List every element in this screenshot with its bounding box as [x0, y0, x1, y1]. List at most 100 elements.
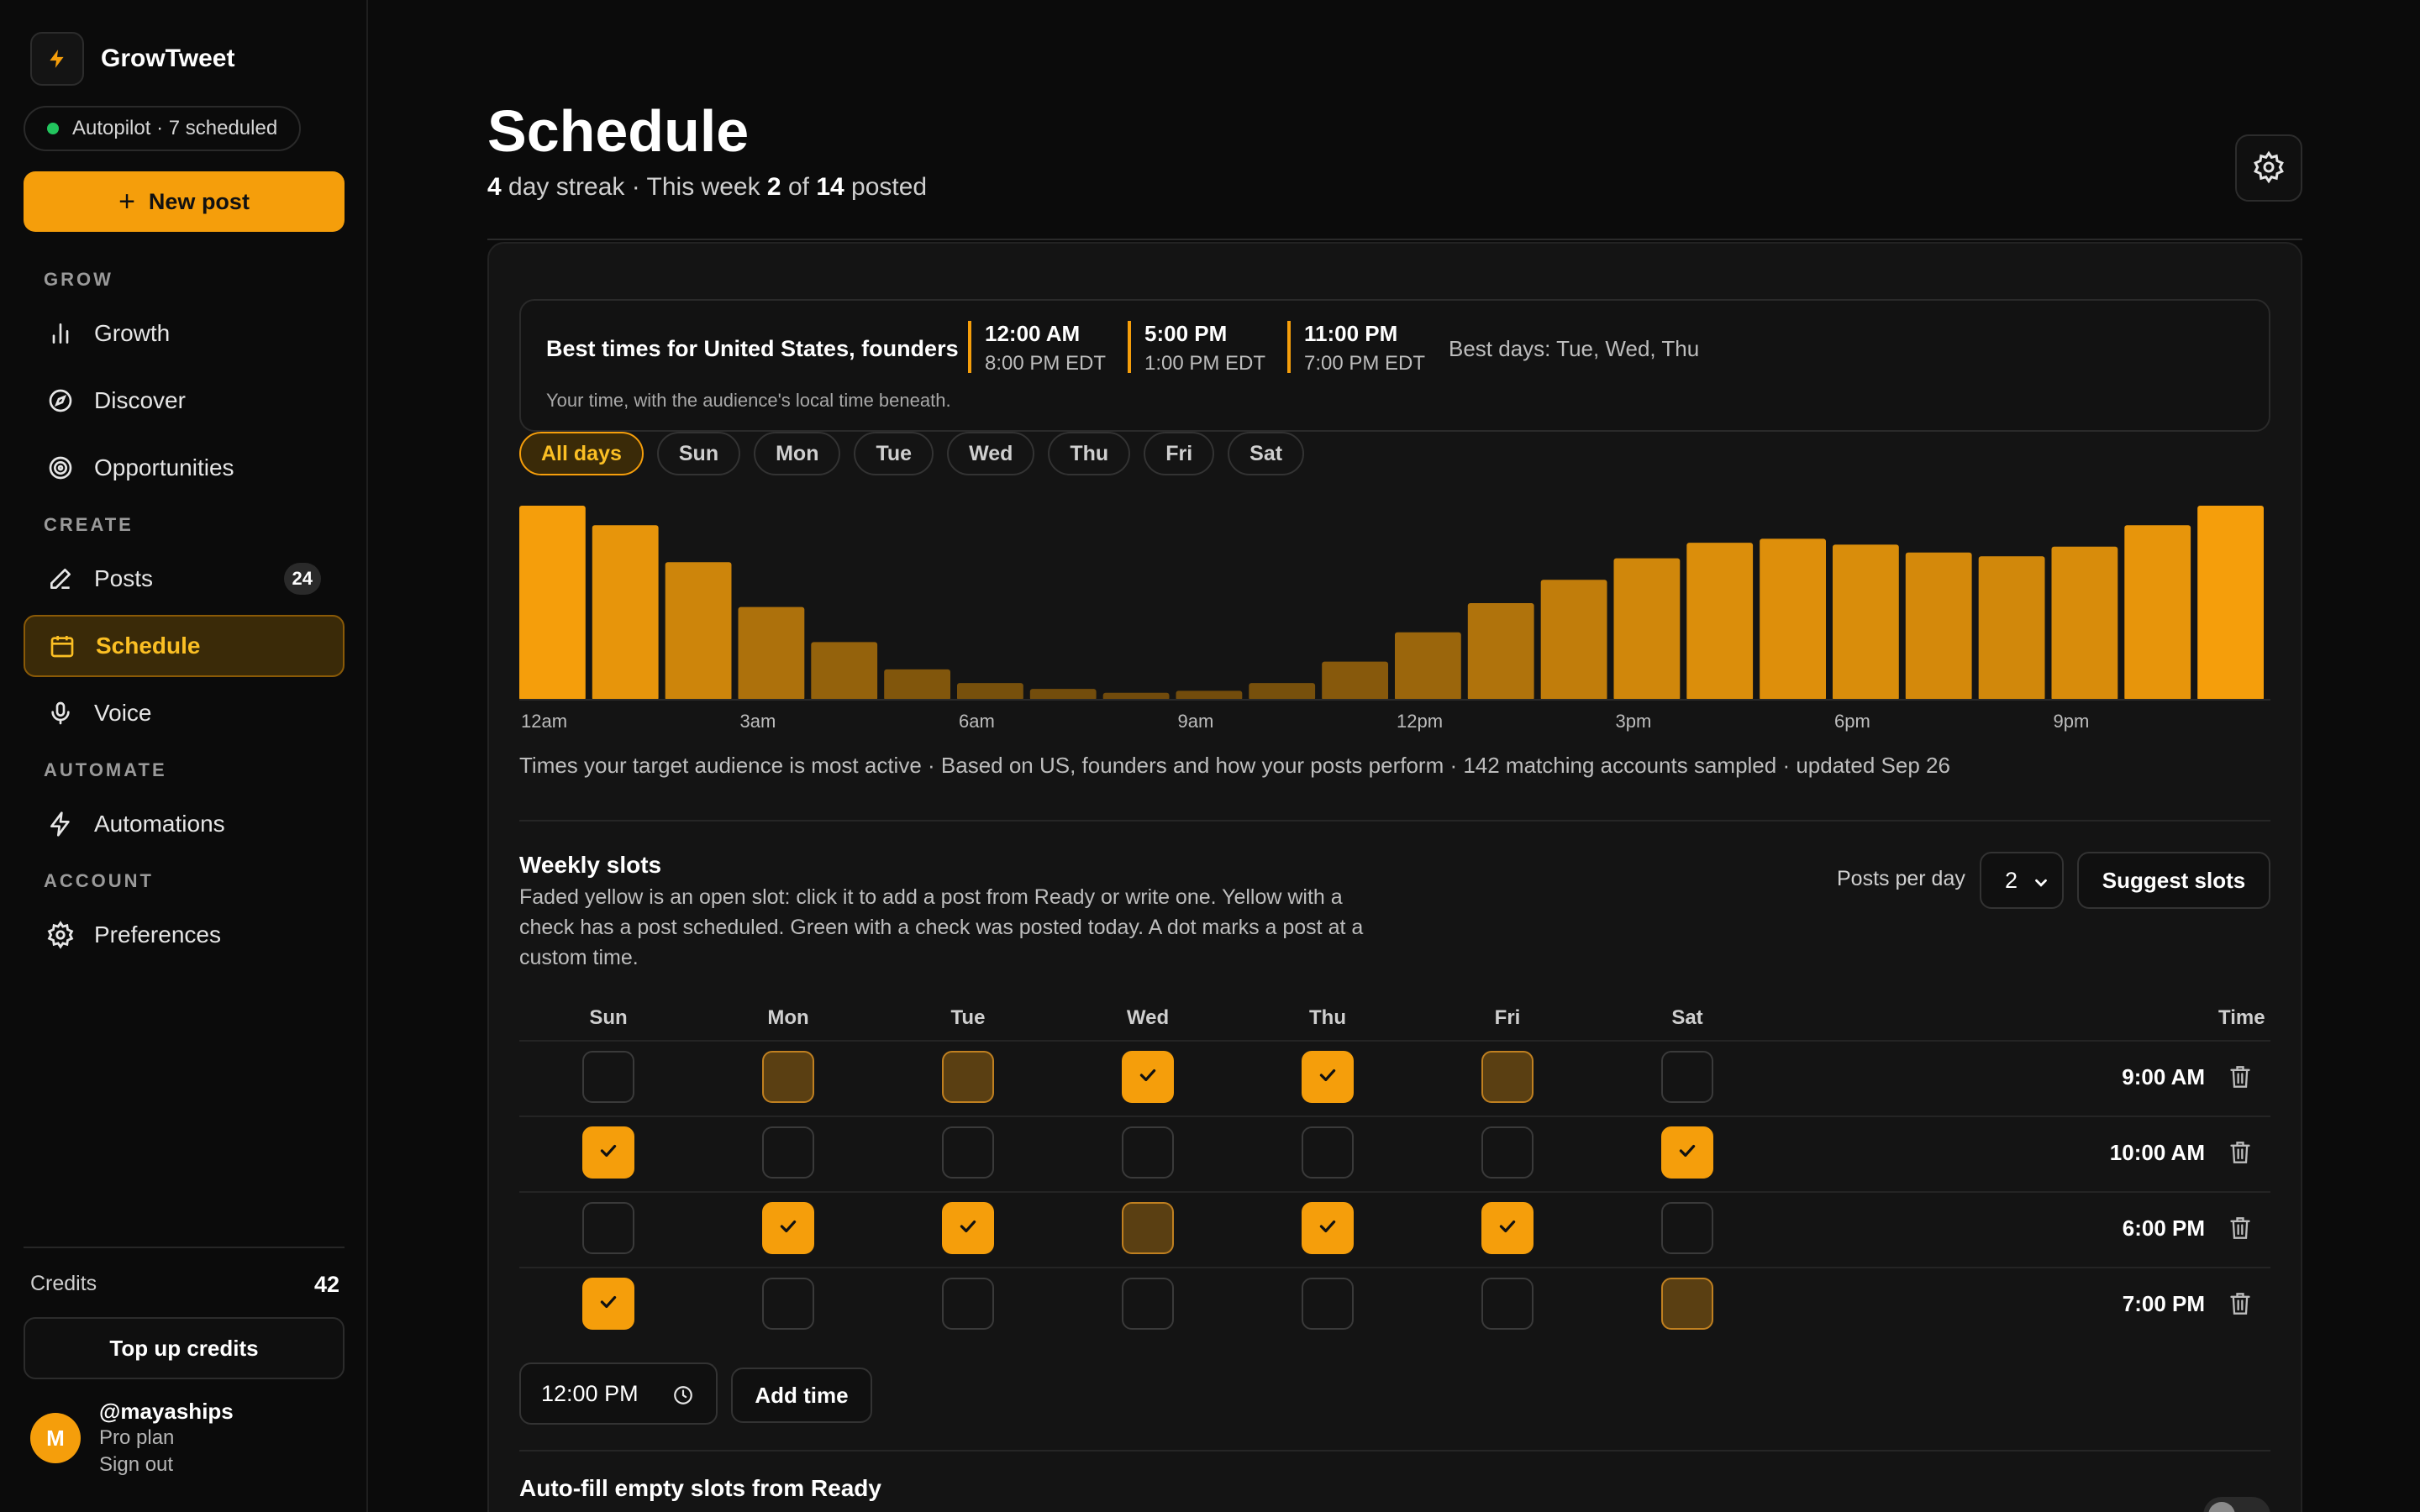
chart-bar-6am	[957, 683, 1023, 701]
sidebar-item-opportunities[interactable]: Opportunities	[24, 437, 345, 499]
chart-bar-10am	[1249, 683, 1316, 701]
day-filter-wed[interactable]: Wed	[947, 432, 1035, 475]
autopilot-status[interactable]: Autopilot · 7 scheduled	[24, 106, 302, 151]
slot-wed-scheduled[interactable]	[1122, 1051, 1174, 1103]
check-icon	[1497, 1215, 1518, 1242]
slot-sat-empty[interactable]	[1661, 1202, 1713, 1254]
check-icon	[777, 1215, 799, 1242]
sidebar-item-growth[interactable]: Growth	[24, 302, 345, 365]
x-tick-label: 12am	[521, 711, 568, 732]
slot-mon-empty[interactable]	[762, 1126, 814, 1179]
week-total: 14	[816, 173, 844, 201]
sidebar-item-voice[interactable]: Voice	[24, 682, 345, 744]
slot-sun-empty[interactable]	[582, 1051, 634, 1103]
day-filter-all[interactable]: All days	[519, 432, 644, 475]
header-divider	[487, 239, 2302, 240]
x-tick-label: 9pm	[2053, 711, 2090, 732]
row-divider	[519, 1267, 2270, 1268]
slot-fri-empty[interactable]	[1481, 1278, 1534, 1330]
posts-per-day-select[interactable]: 2	[1980, 852, 2064, 909]
posts-per-day-label: Posts per day	[1837, 867, 1965, 890]
status-dot	[47, 123, 59, 134]
slot-tue-empty[interactable]	[942, 1126, 994, 1179]
slot-tue-empty[interactable]	[942, 1278, 994, 1330]
slot-sat-open[interactable]	[1661, 1278, 1713, 1330]
add-time-button[interactable]: Add time	[731, 1368, 872, 1423]
slot-sun-scheduled[interactable]	[582, 1126, 634, 1179]
check-icon	[597, 1140, 619, 1166]
streak-text: day streak · This week	[501, 173, 767, 201]
slot-sun-empty[interactable]	[582, 1202, 634, 1254]
new-post-button[interactable]: + New post	[24, 171, 345, 232]
sidebar-item-schedule[interactable]: Schedule	[24, 615, 345, 677]
chart-x-axis: 12am 3am 6am 9am 12pm 3pm 6pm 9pm	[519, 711, 2270, 736]
day-filter-mon[interactable]: Mon	[754, 432, 841, 475]
chart-bar-1am	[592, 525, 659, 701]
slot-thu-scheduled[interactable]	[1302, 1202, 1354, 1254]
slot-tue-scheduled[interactable]	[942, 1202, 994, 1254]
best-time-local: 12:00 AM	[985, 321, 1081, 346]
chart-bar-9am	[1176, 690, 1243, 701]
check-icon	[1317, 1215, 1339, 1242]
slot-thu-scheduled[interactable]	[1302, 1051, 1354, 1103]
best-time-1: 12:00 AM 8:00 PM EDT	[968, 321, 1106, 375]
best-time-audience: 1:00 PM EDT	[1144, 352, 1266, 375]
slot-thu-empty[interactable]	[1302, 1278, 1354, 1330]
audience-activity-chart	[519, 506, 2264, 701]
brand-name: GrowTweet	[101, 45, 235, 72]
user-handle: @mayaships	[99, 1399, 234, 1424]
sidebar-divider	[24, 1247, 345, 1248]
slot-wed-open[interactable]	[1122, 1202, 1174, 1254]
trash-icon[interactable]	[2228, 1063, 2252, 1090]
best-times-note: Your time, with the audience's local tim…	[546, 390, 951, 411]
sidebar-item-discover[interactable]: Discover	[24, 370, 345, 432]
trash-icon[interactable]	[2228, 1290, 2252, 1317]
chart-bar-4am	[811, 642, 878, 701]
microphone-icon	[45, 698, 76, 728]
sign-out-link[interactable]: Sign out	[99, 1453, 174, 1476]
autofill-title: Auto-fill empty slots from Ready	[519, 1475, 881, 1501]
section-label-automate: AUTOMATE	[44, 759, 167, 780]
slot-fri-scheduled[interactable]	[1481, 1202, 1534, 1254]
brand[interactable]: GrowTweet	[30, 32, 234, 86]
slot-thu-empty[interactable]	[1302, 1126, 1354, 1179]
settings-button[interactable]	[2235, 134, 2302, 202]
day-filter-tue[interactable]: Tue	[854, 432, 934, 475]
slot-tue-open[interactable]	[942, 1051, 994, 1103]
top-up-credits-button[interactable]: Top up credits	[24, 1317, 345, 1379]
sidebar-item-automations[interactable]: Automations	[24, 793, 345, 855]
best-time-2: 5:00 PM 1:00 PM EDT	[1128, 321, 1266, 375]
autopilot-status-label: Autopilot · 7 scheduled	[72, 117, 278, 139]
trash-icon[interactable]	[2228, 1139, 2252, 1166]
section-label-grow: GROW	[44, 269, 113, 290]
calendar-icon	[47, 631, 77, 661]
slot-sat-empty[interactable]	[1661, 1051, 1713, 1103]
slot-time: 6:00 PM	[2122, 1215, 2205, 1241]
toggle-knob	[2208, 1502, 2235, 1512]
slot-mon-empty[interactable]	[762, 1278, 814, 1330]
day-filter-fri[interactable]: Fri	[1144, 432, 1215, 475]
avatar: M	[30, 1413, 81, 1463]
slot-sat-scheduled[interactable]	[1661, 1126, 1713, 1179]
user-profile[interactable]: M @mayaships Pro plan Sign out	[30, 1398, 234, 1478]
autofill-toggle[interactable]	[2203, 1497, 2270, 1512]
sidebar-item-posts[interactable]: Posts 24	[24, 548, 345, 610]
slot-wed-empty[interactable]	[1122, 1126, 1174, 1179]
day-filter-sun[interactable]: Sun	[656, 432, 741, 475]
slot-fri-open[interactable]	[1481, 1051, 1534, 1103]
day-filter-thu[interactable]: Thu	[1048, 432, 1131, 475]
slot-mon-open[interactable]	[762, 1051, 814, 1103]
slot-mon-scheduled[interactable]	[762, 1202, 814, 1254]
sidebar-item-label: Opportunities	[94, 454, 234, 480]
trash-icon[interactable]	[2228, 1215, 2252, 1242]
section-label-account: ACCOUNT	[44, 870, 154, 891]
gear-icon	[45, 920, 76, 950]
slot-wed-empty[interactable]	[1122, 1278, 1174, 1330]
plus-icon: +	[118, 186, 135, 218]
sidebar-item-preferences[interactable]: Preferences	[24, 904, 345, 966]
day-filter-sat[interactable]: Sat	[1228, 432, 1305, 475]
slot-sun-scheduled[interactable]	[582, 1278, 634, 1330]
slot-fri-empty[interactable]	[1481, 1126, 1534, 1179]
suggest-slots-button[interactable]: Suggest slots	[2077, 852, 2270, 909]
new-time-input[interactable]: 12:00 PM	[519, 1362, 718, 1425]
